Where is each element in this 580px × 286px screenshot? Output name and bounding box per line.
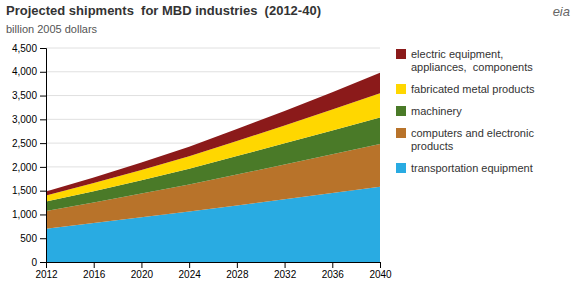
tick-label: 2020 (131, 269, 154, 280)
tick-label: 1,500 (12, 185, 37, 196)
tick-mark (40, 191, 46, 192)
grid-line (46, 71, 380, 72)
marks (46, 73, 380, 262)
tick: 2,000 (12, 162, 46, 173)
tick: 1,500 (12, 185, 46, 196)
legend-label: machinery (411, 105, 462, 117)
tick-mark (380, 262, 381, 268)
tick: 2024 (179, 262, 202, 280)
tick-mark (332, 262, 333, 268)
legend-swatch (396, 49, 406, 59)
tick-mark (40, 238, 46, 239)
tick-mark (46, 262, 47, 268)
legend-swatch (396, 84, 406, 94)
tick-mark (40, 214, 46, 215)
tick-mark (40, 143, 46, 144)
legend-label: fabricated metal products (411, 83, 535, 95)
tick-label: 500 (20, 233, 37, 244)
tick-label: 3,500 (12, 90, 37, 101)
legend: electric equipment,appliances, component… (396, 48, 535, 174)
legend-label: transportation equipment (411, 162, 533, 174)
tick: 2020 (131, 262, 154, 280)
tick-mark (141, 262, 142, 268)
chart: Projected shipments for MBD industries (… (0, 0, 580, 286)
tick-label: 3,000 (12, 114, 37, 125)
tick-label: 2,500 (12, 138, 37, 149)
tick-label: 2012 (35, 269, 58, 280)
plot: 0 500 1,000 1,500 2,000 2,500 3,000 3,500 4,000 4… (12, 43, 392, 280)
area (46, 117, 380, 211)
tick-label: 2036 (322, 269, 345, 280)
tick-mark (189, 262, 190, 268)
tick-label: 2016 (83, 269, 106, 280)
area (46, 73, 380, 196)
tick-mark (40, 262, 46, 263)
tick-mark (40, 119, 46, 120)
tick: 0 (31, 257, 46, 268)
tick: 2032 (274, 262, 297, 280)
tick-label: 4,000 (12, 66, 37, 77)
legend-swatch (396, 128, 406, 138)
tick-label: 2028 (226, 269, 249, 280)
tick: 1,000 (12, 209, 46, 220)
legend-label: electric equipment,appliances, component… (411, 48, 533, 73)
tick-mark (40, 48, 46, 49)
tick: 3,000 (12, 114, 46, 125)
legend-swatch (396, 106, 406, 116)
tick-label: 2024 (179, 269, 202, 280)
tick-label: 4,500 (12, 43, 37, 54)
annotation: eia (553, 4, 570, 19)
tick: 2012 (35, 262, 58, 280)
axis-line (47, 263, 381, 269)
tick-label: 2040 (369, 269, 392, 280)
grid-line (46, 48, 380, 49)
tick: 3,500 (12, 90, 46, 101)
tick-mark (40, 72, 46, 73)
tick: 4,500 (12, 43, 46, 54)
legend-swatch (396, 163, 406, 173)
tick: 2016 (83, 262, 106, 280)
tick-label: 1,000 (12, 209, 37, 220)
tick: 2040 (369, 262, 392, 280)
tick-mark (285, 262, 286, 268)
tick-label: 2032 (274, 269, 297, 280)
tick-mark (237, 262, 238, 268)
y-axis: 0 500 1,000 1,500 2,000 2,500 3,000 3,500 4,000 4… (12, 43, 47, 268)
legend-label: computers and electronicproducts (411, 127, 534, 152)
tick: 2028 (226, 262, 249, 280)
tick-label: 2,000 (12, 162, 37, 173)
subtitle: billion 2005 dollars (6, 23, 98, 35)
tick: 500 (20, 233, 46, 244)
tick: 2,500 (12, 138, 46, 149)
title: Projected shipments for MBD industries (… (6, 3, 321, 18)
tick: 4,000 (12, 66, 46, 77)
tick-mark (94, 262, 95, 268)
x-axis: 2012 2016 2020 2024 2028 2032 2036 2040 (35, 262, 392, 280)
tick-label: 0 (31, 257, 37, 268)
tick-mark (40, 167, 46, 168)
grid (46, 48, 380, 262)
tick: 2036 (322, 262, 345, 280)
tick-mark (40, 96, 46, 97)
axis-line (40, 49, 47, 263)
